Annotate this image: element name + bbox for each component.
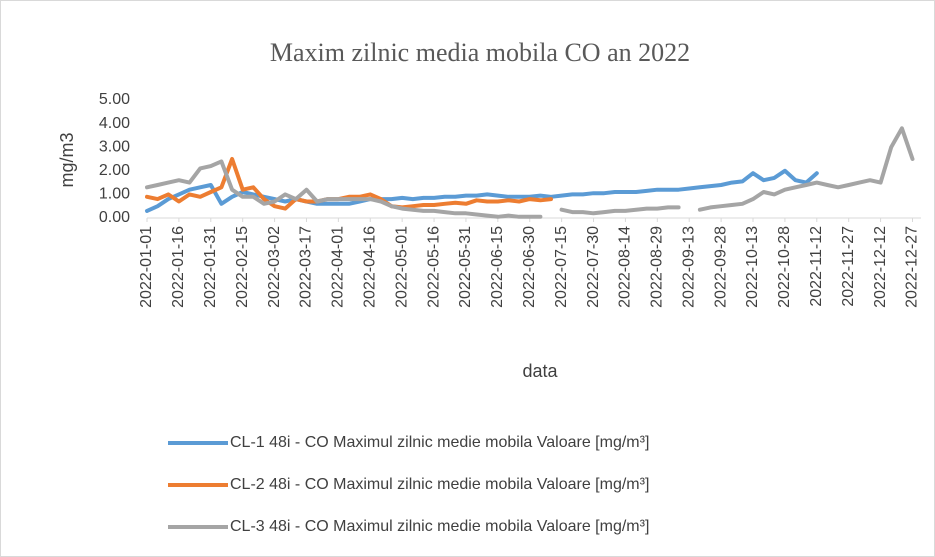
x-tick-label: 2022-01-01 (138, 226, 155, 308)
y-tick-label: 1.00 (99, 186, 130, 203)
x-axis-label: data (522, 361, 558, 381)
y-tick-label: 3.00 (99, 138, 130, 155)
x-tick-label: 2022-03-02 (266, 226, 283, 308)
x-tick-label: 2022-05-31 (457, 226, 474, 308)
x-tick-label: 2022-12-27 (904, 226, 921, 308)
x-tick-label: 2022-06-15 (489, 226, 506, 308)
x-tick-label: 2022-11-12 (808, 226, 825, 307)
x-tick-label: 2022-01-31 (202, 226, 219, 308)
y-tick-label: 2.00 (99, 162, 130, 179)
x-tick-label: 2022-06-30 (521, 226, 538, 308)
x-tick-label: 2022-08-14 (617, 226, 634, 308)
y-tick-label: 5.00 (99, 91, 130, 108)
x-tick-label: 2022-08-29 (649, 226, 666, 308)
x-tick-label: 2022-03-17 (298, 226, 315, 308)
y-tick-label: 4.00 (99, 115, 130, 132)
x-tick-label: 2022-10-28 (776, 226, 793, 308)
y-tick-label: 0.00 (99, 209, 130, 226)
x-tick-label: 2022-04-01 (330, 226, 347, 308)
x-tick-label: 2022-02-15 (234, 226, 251, 308)
x-tick-label: 2022-05-01 (393, 226, 410, 308)
chart-title: Maxim zilnic media mobila CO an 2022 (270, 38, 690, 67)
x-tick-label: 2022-05-16 (425, 226, 442, 308)
x-tick-label: 2022-10-13 (744, 226, 761, 308)
x-tick-label: 2022-07-30 (585, 226, 602, 308)
legend-label: CL-1 48i - CO Maximul zilnic medie mobil… (230, 434, 649, 451)
x-tick-label: 2022-11-27 (840, 226, 857, 307)
x-tick-label: 2022-09-13 (680, 226, 697, 308)
x-tick-label: 2022-12-12 (872, 226, 889, 308)
series-line (145, 126, 915, 219)
series-line (145, 157, 553, 211)
x-tick-label: 2022-01-16 (170, 226, 187, 308)
x-tick-label: 2022-07-15 (553, 226, 570, 308)
legend-label: CL-3 48i - CO Maximul zilnic medie mobil… (230, 518, 649, 535)
legend-label: CL-2 48i - CO Maximul zilnic medie mobil… (230, 476, 649, 493)
x-tick-label: 2022-04-16 (361, 226, 378, 308)
y-axis-label: mg/m3 (57, 132, 77, 187)
x-tick-label: 2022-09-28 (712, 226, 729, 308)
